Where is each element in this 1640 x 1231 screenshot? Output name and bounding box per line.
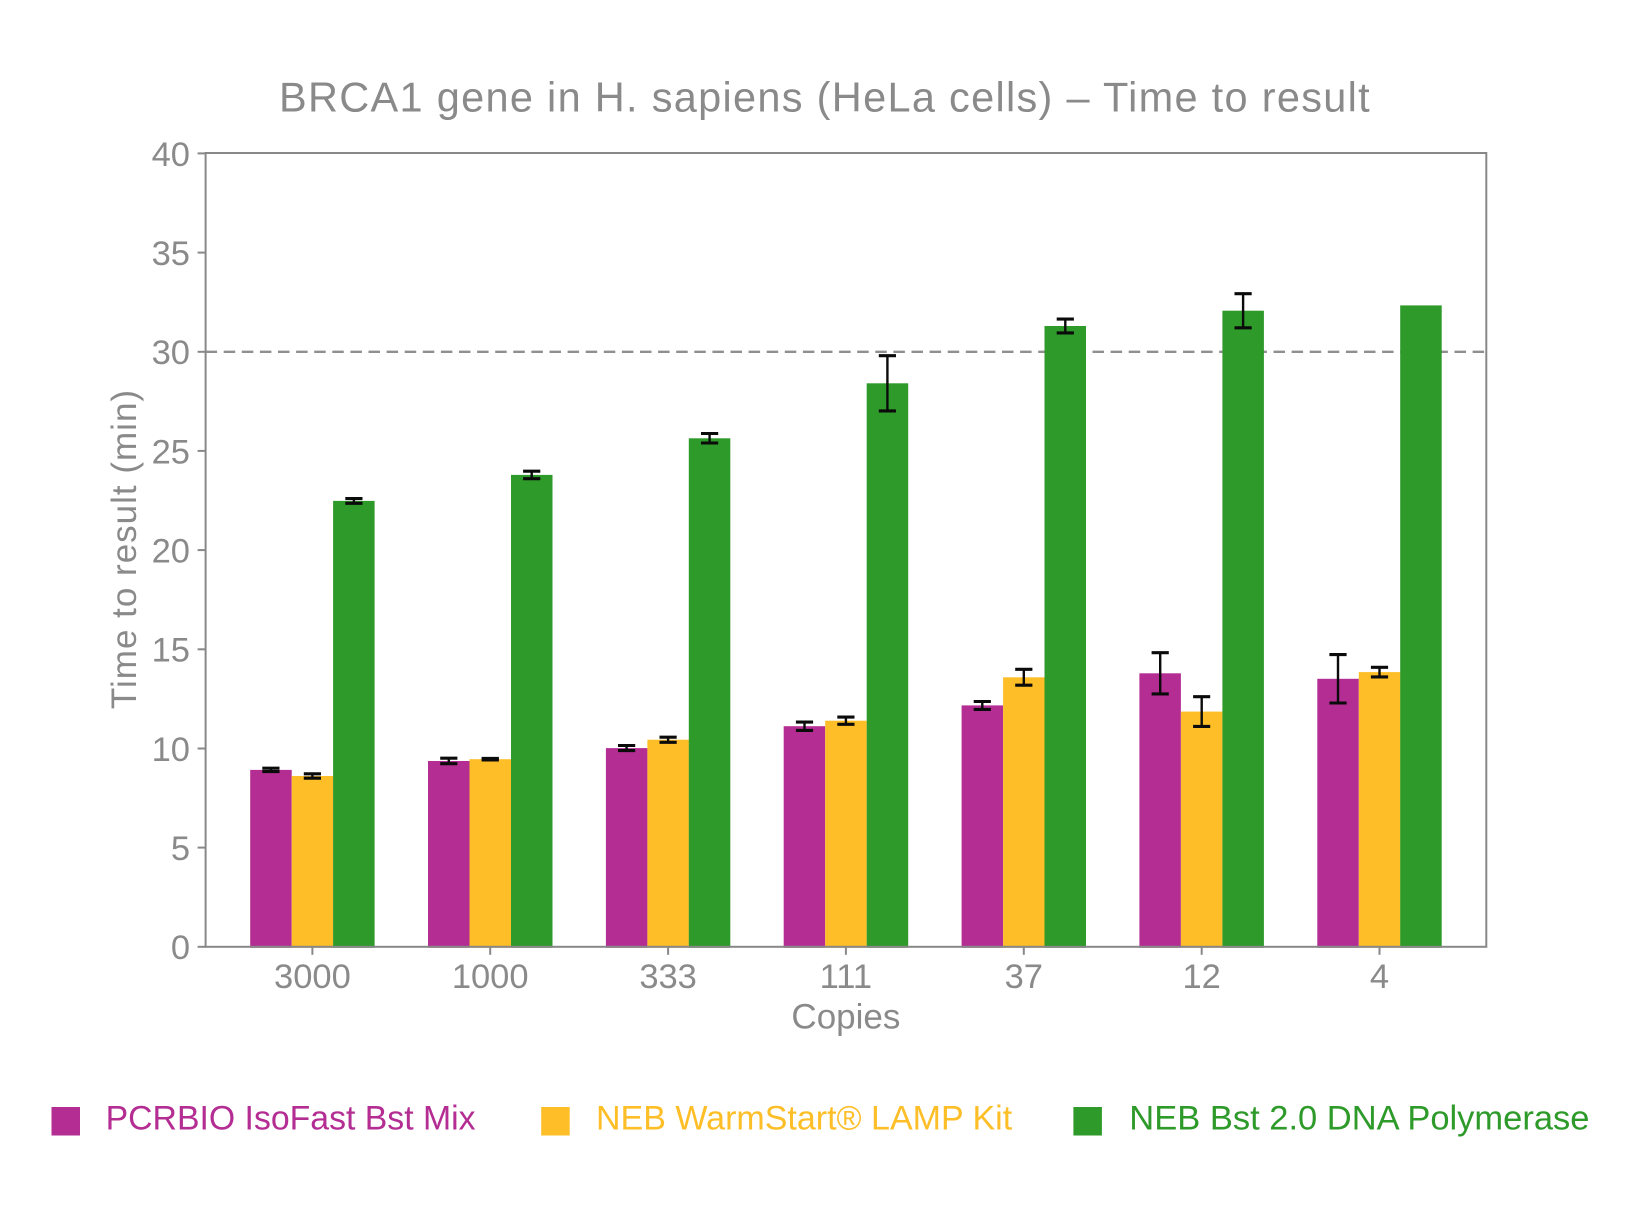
svg-text:15: 15	[152, 632, 190, 670]
svg-text:Time to result (min): Time to result (min)	[105, 389, 144, 709]
svg-text:10: 10	[152, 731, 190, 769]
svg-text:35: 35	[152, 235, 190, 273]
svg-text:NEB Bst 2.0 DNA Polymerase: NEB Bst 2.0 DNA Polymerase	[1129, 1100, 1589, 1138]
svg-text:40: 40	[152, 136, 190, 174]
svg-text:Copies: Copies	[791, 998, 900, 1037]
svg-text:0: 0	[171, 929, 190, 967]
svg-text:30: 30	[152, 334, 190, 372]
svg-text:333: 333	[639, 958, 697, 996]
svg-text:37: 37	[1005, 958, 1043, 996]
svg-text:111: 111	[820, 958, 872, 996]
svg-text:PCRBIO IsoFast Bst Mix: PCRBIO IsoFast Bst Mix	[106, 1100, 476, 1138]
svg-text:BRCA1 gene in H. sapiens (HeLa: BRCA1 gene in H. sapiens (HeLa cells) – …	[279, 74, 1371, 121]
svg-text:20: 20	[152, 533, 190, 571]
svg-text:25: 25	[152, 433, 190, 471]
svg-text:12: 12	[1183, 958, 1221, 996]
svg-text:5: 5	[171, 830, 190, 868]
svg-text:4: 4	[1370, 958, 1389, 996]
svg-text:1000: 1000	[452, 958, 529, 996]
svg-text:NEB WarmStart® LAMP Kit: NEB WarmStart® LAMP Kit	[596, 1100, 1013, 1138]
svg-text:3000: 3000	[274, 958, 351, 996]
